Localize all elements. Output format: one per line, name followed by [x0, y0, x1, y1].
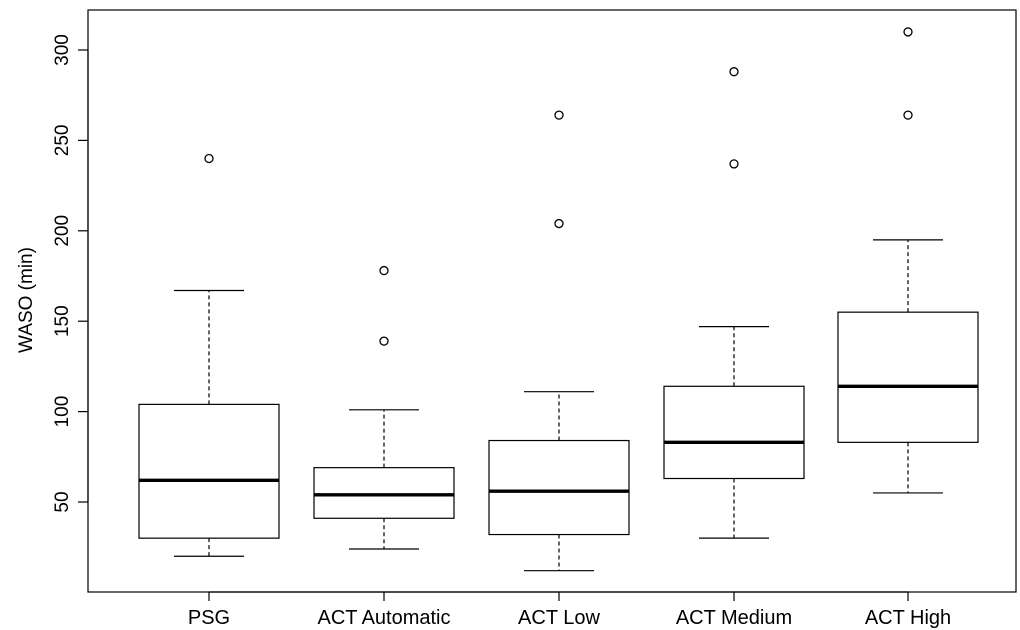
x-axis: PSG ACT Automatic ACT Low ACT Medium ACT Hig…	[188, 591, 951, 629]
outlier-point	[554, 218, 564, 229]
y-axis-title: WASO (min)	[16, 247, 37, 353]
x-category-label: ACT High	[865, 607, 951, 629]
outlier-point	[204, 153, 214, 164]
boxes-group	[138, 27, 979, 572]
iqr-box	[313, 467, 455, 519]
y-axis: 50 100 150 200 250 300	[52, 34, 89, 513]
box-psg	[138, 153, 280, 557]
iqr-box	[663, 385, 805, 480]
x-category-label: ACT Medium	[676, 607, 792, 629]
iqr-box	[138, 403, 280, 539]
y-tick-label: 200	[52, 215, 73, 247]
outlier-point	[379, 336, 389, 346]
y-tick-label: 100	[52, 396, 73, 428]
outlier-point	[729, 67, 739, 77]
iqr-box	[837, 311, 979, 443]
y-tick-label: 150	[52, 305, 73, 337]
outlier-point	[903, 27, 913, 37]
outlier-point	[554, 110, 564, 120]
x-category-label: ACT Automatic	[317, 607, 450, 629]
y-tick-label: 300	[52, 34, 73, 66]
iqr-box	[488, 439, 630, 536]
y-tick-label: 250	[52, 125, 73, 157]
outlier-point	[379, 265, 389, 276]
x-category-label: ACT Low	[518, 607, 600, 629]
box-act-low	[488, 110, 630, 572]
box-act-high	[837, 27, 979, 494]
box-act-medium	[663, 67, 805, 539]
box-act-automatic	[313, 265, 455, 550]
x-category-label: PSG	[188, 607, 230, 629]
outlier-point	[729, 159, 739, 169]
y-tick-label: 50	[52, 491, 73, 512]
outlier-point	[903, 110, 913, 120]
